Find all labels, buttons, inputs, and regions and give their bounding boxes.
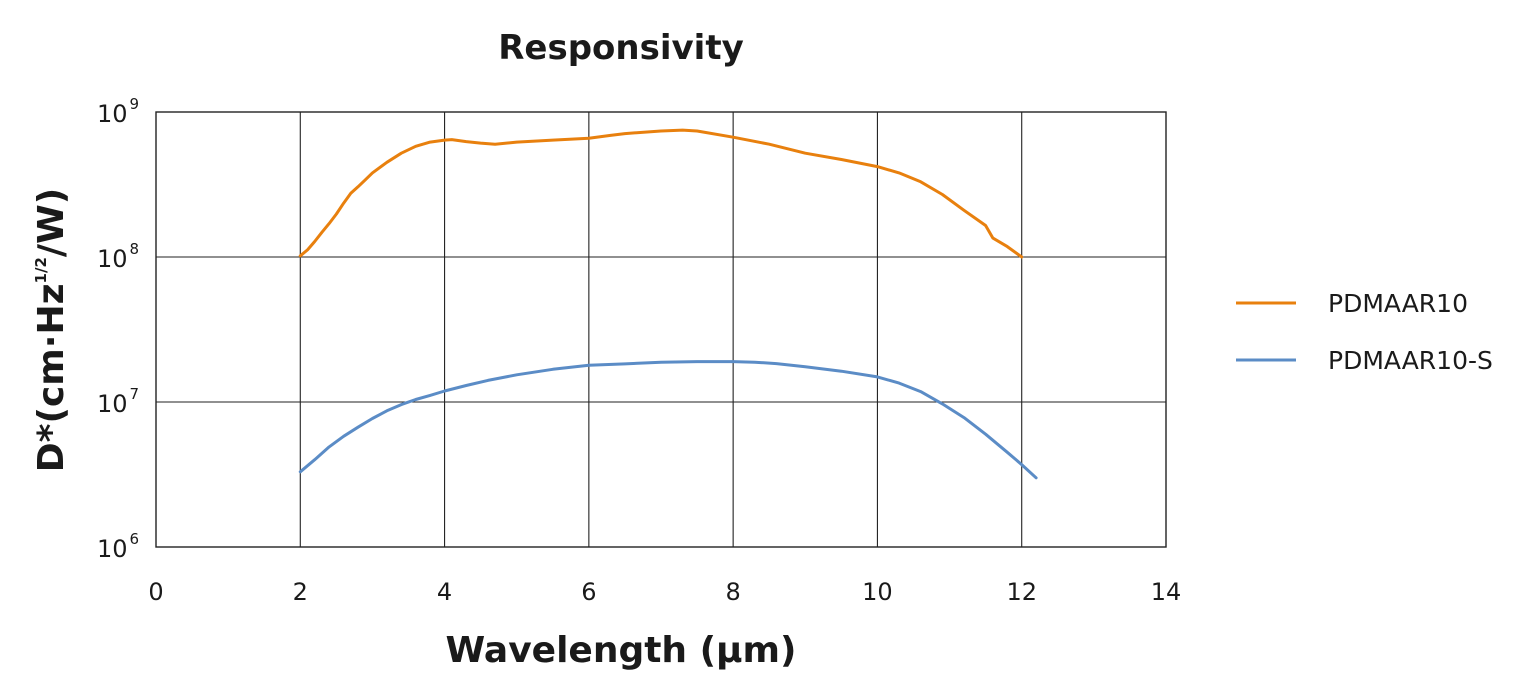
legend: PDMAAR10 PDMAAR10-S xyxy=(1236,289,1493,375)
x-tick-label: 4 xyxy=(437,578,452,606)
y-axis-label: D*(cm·Hz1/2/W) xyxy=(31,188,72,472)
x-tick-labels: 0 2 4 6 8 10 12 14 xyxy=(148,578,1181,606)
x-tick-label: 0 xyxy=(148,578,163,606)
x-tick-label: 6 xyxy=(581,578,596,606)
x-tick-label: 8 xyxy=(726,578,741,606)
x-axis-label: Wavelength (μm) xyxy=(445,630,796,671)
y-tick-label: 10 7 xyxy=(97,385,139,418)
x-tick-label: 14 xyxy=(1151,578,1182,606)
x-tick-label: 2 xyxy=(293,578,308,606)
y-tick-label: 10 8 xyxy=(97,240,139,273)
y-axis-label-prefix: D*(cm·Hz xyxy=(31,283,72,472)
x-tick-label: 12 xyxy=(1006,578,1037,606)
plot-grid xyxy=(156,112,1166,547)
legend-label-pdmaar10: PDMAAR10 xyxy=(1328,289,1468,318)
chart-title: Responsivity xyxy=(498,28,744,68)
plot-frame xyxy=(155,111,1167,548)
y-axis-label-suffix: /W) xyxy=(31,188,72,257)
x-tick-label: 10 xyxy=(862,578,893,606)
y-tick-label: 10 6 xyxy=(97,530,139,563)
series-line-pdmaar10 xyxy=(298,128,1024,259)
series-layer xyxy=(298,128,1038,480)
series-line-pdmaar10-s xyxy=(298,360,1038,480)
legend-label-pdmaar10-s: PDMAAR10-S xyxy=(1328,346,1493,375)
y-tick-label: 10 9 xyxy=(97,95,139,128)
y-axis-label-superscript: 1/2 xyxy=(32,257,50,283)
